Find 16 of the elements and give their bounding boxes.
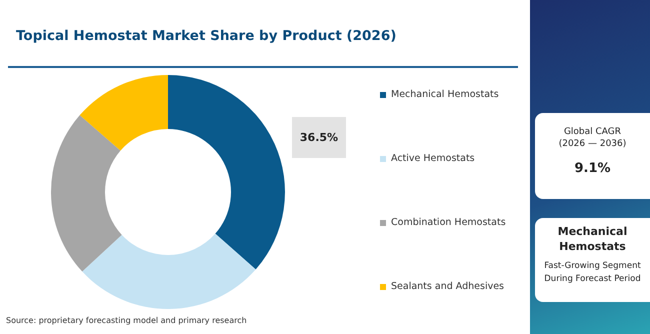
chart-title: Topical Hemostat Market Share by Product (2026): [16, 28, 396, 44]
source-note: Source: proprietary forecasting model and primary research: [6, 316, 247, 325]
text: 9.1%: [573, 161, 612, 176]
text: Fast-Growing Segment During Forecast Period: [543, 260, 642, 286]
text: (2026 — 2036): [558, 139, 628, 149]
donut-slice: [168, 75, 285, 270]
text: Global CAGR: [562, 127, 622, 137]
text: Mechanical Hemostats: [556, 224, 628, 254]
donut-slice: [51, 115, 122, 272]
donut-slice: [82, 234, 256, 309]
data-label: 36.5%: [292, 117, 346, 158]
legend-label: Combination Hemostats: [391, 216, 507, 230]
donut-slice: [80, 75, 168, 151]
legend-label: Active Hemostats: [391, 152, 476, 166]
legend-label: Sealants and Adhesives: [391, 280, 505, 294]
legend-label: Mechanical Hemostats: [391, 88, 500, 102]
